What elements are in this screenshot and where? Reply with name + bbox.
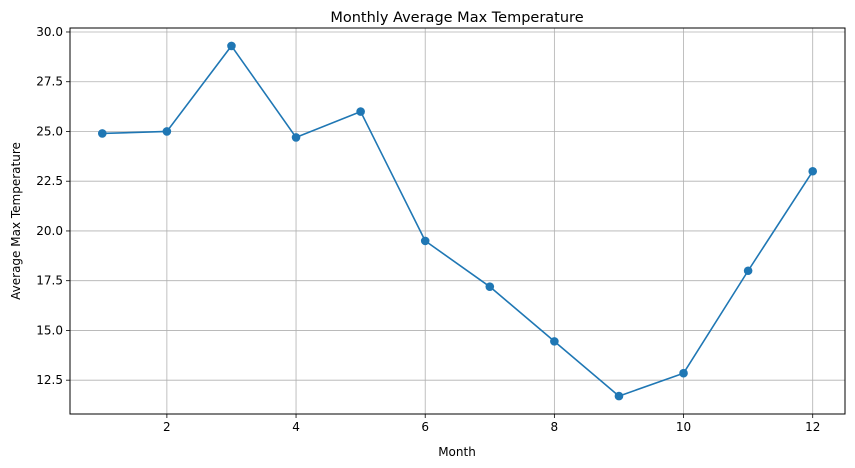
data-point xyxy=(97,129,107,138)
x-tick-label: 10 xyxy=(676,420,691,434)
data-point xyxy=(356,107,365,116)
grid xyxy=(70,28,845,414)
y-tick-label: 25.0 xyxy=(36,124,63,138)
data-point xyxy=(485,282,495,291)
data-point xyxy=(679,368,688,378)
y-tick-label: 12.5 xyxy=(36,373,63,387)
y-tick-label: 20.0 xyxy=(36,224,63,238)
y-tick-label: 15.0 xyxy=(36,323,63,337)
y-tick-label: 30.0 xyxy=(36,25,63,39)
data-point xyxy=(420,236,430,246)
x-tick-label: 6 xyxy=(421,420,429,434)
data-series xyxy=(97,41,818,401)
y-tick-label: 27.5 xyxy=(36,75,63,89)
series-line xyxy=(102,45,814,397)
chart-title: Monthly Average Max Temperature xyxy=(330,10,583,26)
y-tick-label: 17.5 xyxy=(36,274,63,288)
x-tick-label: 4 xyxy=(292,420,300,434)
data-point xyxy=(227,41,236,51)
data-point xyxy=(808,166,818,176)
data-point xyxy=(743,266,753,276)
data-point xyxy=(162,127,172,136)
x-tick-label: 8 xyxy=(551,420,559,434)
y-axis-label: Average Max Temperature xyxy=(9,142,23,300)
x-tick-label: 2 xyxy=(163,420,171,434)
x-tick-label: 12 xyxy=(805,420,820,434)
axis-ticks: 2 4 6 8 10 12 12.5 15.0 17.5 20.0 22.5 25.0 27.5 30.0 xyxy=(36,25,820,434)
x-axis-label: Month xyxy=(438,445,476,459)
data-point xyxy=(291,133,301,142)
data-point xyxy=(550,337,559,346)
plot-area-frame xyxy=(69,27,846,415)
data-point xyxy=(614,391,624,401)
y-tick-label: 22.5 xyxy=(36,174,63,188)
